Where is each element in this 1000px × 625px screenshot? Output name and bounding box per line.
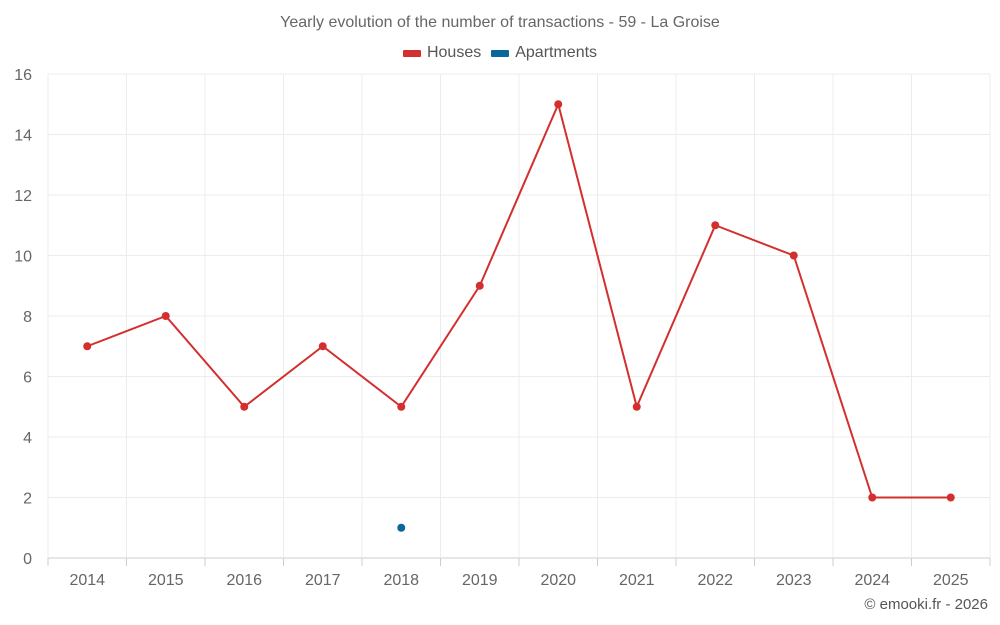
x-tick-label-2014: 2014	[69, 572, 105, 589]
x-tick-label-2023: 2023	[776, 572, 812, 589]
data-point-houses-2019	[475, 281, 484, 290]
legend-swatch-houses	[402, 49, 421, 57]
legend-swatch-apartments	[491, 49, 510, 57]
data-point-houses-2022	[711, 221, 720, 230]
grid-lines	[47, 73, 991, 559]
y-tick-label-16: 16	[14, 67, 32, 84]
x-tick-label-2025: 2025	[933, 572, 969, 589]
data-point-houses-2021	[632, 402, 641, 411]
chart-legend: Houses Apartments	[0, 44, 1000, 62]
y-tick-label-10: 10	[14, 249, 32, 266]
x-tick-label-2017: 2017	[305, 572, 341, 589]
x-tick-label-2022: 2022	[697, 572, 733, 589]
y-tick-label-14: 14	[14, 128, 32, 145]
data-point-houses-2025	[946, 493, 955, 502]
legend-label-houses: Houses	[426, 44, 482, 61]
data-point-houses-2016	[240, 402, 249, 411]
data-point-houses-2024	[868, 493, 877, 502]
data-point-apartments-2018	[397, 523, 406, 532]
legend-item-apartments[interactable]: Apartments	[491, 44, 597, 62]
x-tick-label-2021: 2021	[619, 572, 655, 589]
y-tick-label-12: 12	[14, 188, 32, 205]
y-tick-label-4: 4	[23, 430, 32, 447]
x-tick-label-2020: 2020	[540, 572, 576, 589]
legend-label-apartments: Apartments	[515, 44, 598, 61]
axes: 0 2 4 6 8 10 12 14 16 2014 2015 2016 2017 2018 2019 202…	[14, 67, 991, 589]
data-point-houses-2023	[789, 251, 798, 260]
x-tick-label-2019: 2019	[462, 572, 498, 589]
data-point-houses-2018	[397, 402, 406, 411]
x-tick-label-2015: 2015	[148, 572, 184, 589]
x-tick-label-2016: 2016	[226, 572, 262, 589]
x-tick-label-2018: 2018	[383, 572, 419, 589]
y-tick-label-2: 2	[23, 491, 32, 508]
legend-item-houses[interactable]: Houses	[402, 44, 482, 62]
series-line-houses	[86, 103, 951, 499]
y-tick-label-8: 8	[23, 309, 32, 326]
data-point-houses-2014	[83, 342, 92, 351]
x-tick-label-2024: 2024	[854, 572, 890, 589]
footer-credit: © emooki.fr - 2026	[864, 596, 988, 613]
data-point-houses-2017	[318, 342, 327, 351]
y-tick-label-6: 6	[23, 370, 32, 387]
series-group	[83, 100, 955, 532]
chart-title: Yearly evolution of the number of transa…	[280, 14, 720, 31]
data-point-houses-2020	[554, 100, 563, 109]
data-point-houses-2015	[161, 312, 170, 320]
y-tick-label-0: 0	[23, 551, 32, 568]
